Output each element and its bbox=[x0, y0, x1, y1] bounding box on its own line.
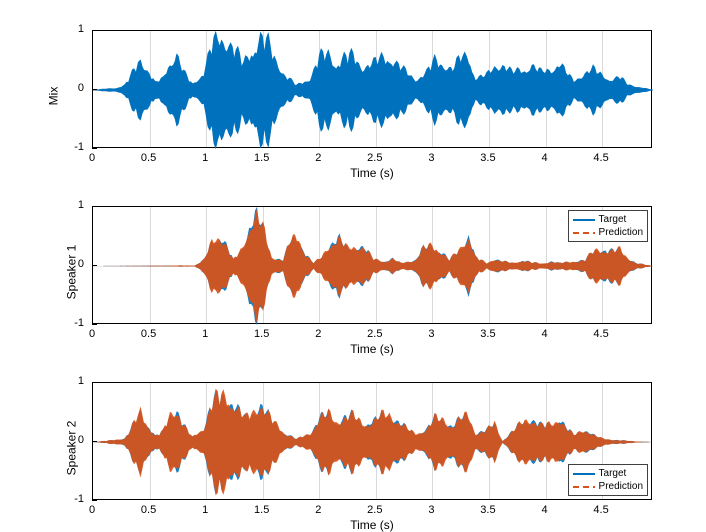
xtick-label: 1.5 bbox=[254, 328, 269, 340]
xtick-label: 3 bbox=[428, 504, 434, 516]
subplot-2: Target Prediction bbox=[92, 382, 652, 500]
legend-label-prediction: Prediction bbox=[599, 227, 643, 238]
xtick-label: 2.5 bbox=[367, 328, 382, 340]
legend-label-prediction: Prediction bbox=[599, 481, 643, 492]
xtick-label: 1 bbox=[202, 504, 208, 516]
legend: Target Prediction bbox=[568, 464, 648, 496]
xtick-label: 1 bbox=[202, 328, 208, 340]
xtick-label: 3.5 bbox=[480, 504, 495, 516]
ylabel: Mix bbox=[46, 87, 60, 106]
xtick-label: 3 bbox=[428, 328, 434, 340]
xlabel: Time (s) bbox=[92, 518, 652, 532]
series-mix bbox=[93, 31, 653, 148]
legend-label-target: Target bbox=[599, 468, 627, 479]
xtick-label: 2 bbox=[315, 328, 321, 340]
xtick-label: 4.5 bbox=[593, 504, 608, 516]
xtick-label: 4.5 bbox=[593, 152, 608, 164]
xtick-label: 2.5 bbox=[367, 152, 382, 164]
waveform-canvas bbox=[93, 31, 653, 149]
xtick-label: 0 bbox=[89, 504, 95, 516]
xtick-label: 3.5 bbox=[480, 152, 495, 164]
xtick-label: 2 bbox=[315, 152, 321, 164]
xtick-label: 1.5 bbox=[254, 152, 269, 164]
subplot-0 bbox=[92, 30, 652, 148]
xtick-label: 0 bbox=[89, 328, 95, 340]
ylabel: Speaker 1 bbox=[64, 245, 78, 300]
xtick-label: 4 bbox=[541, 504, 547, 516]
figure: -10100.511.522.533.544.5Time (s)MixTarge… bbox=[0, 0, 706, 529]
ylabel: Speaker 2 bbox=[64, 421, 78, 476]
xtick-label: 4.5 bbox=[593, 328, 608, 340]
xtick-label: 4 bbox=[541, 328, 547, 340]
xtick-label: 0 bbox=[89, 152, 95, 164]
xtick-label: 2 bbox=[315, 504, 321, 516]
legend: Target Prediction bbox=[568, 210, 648, 242]
legend-label-target: Target bbox=[599, 214, 627, 225]
xtick-label: 2.5 bbox=[367, 504, 382, 516]
xtick-label: 3.5 bbox=[480, 328, 495, 340]
subplot-1: Target Prediction bbox=[92, 206, 652, 324]
xtick-label: 0.5 bbox=[141, 504, 156, 516]
xlabel: Time (s) bbox=[92, 342, 652, 356]
xtick-label: 0.5 bbox=[141, 152, 156, 164]
xtick-label: 0.5 bbox=[141, 328, 156, 340]
xtick-label: 1.5 bbox=[254, 504, 269, 516]
xlabel: Time (s) bbox=[92, 166, 652, 180]
xtick-label: 4 bbox=[541, 152, 547, 164]
xtick-label: 1 bbox=[202, 152, 208, 164]
xtick-label: 3 bbox=[428, 152, 434, 164]
